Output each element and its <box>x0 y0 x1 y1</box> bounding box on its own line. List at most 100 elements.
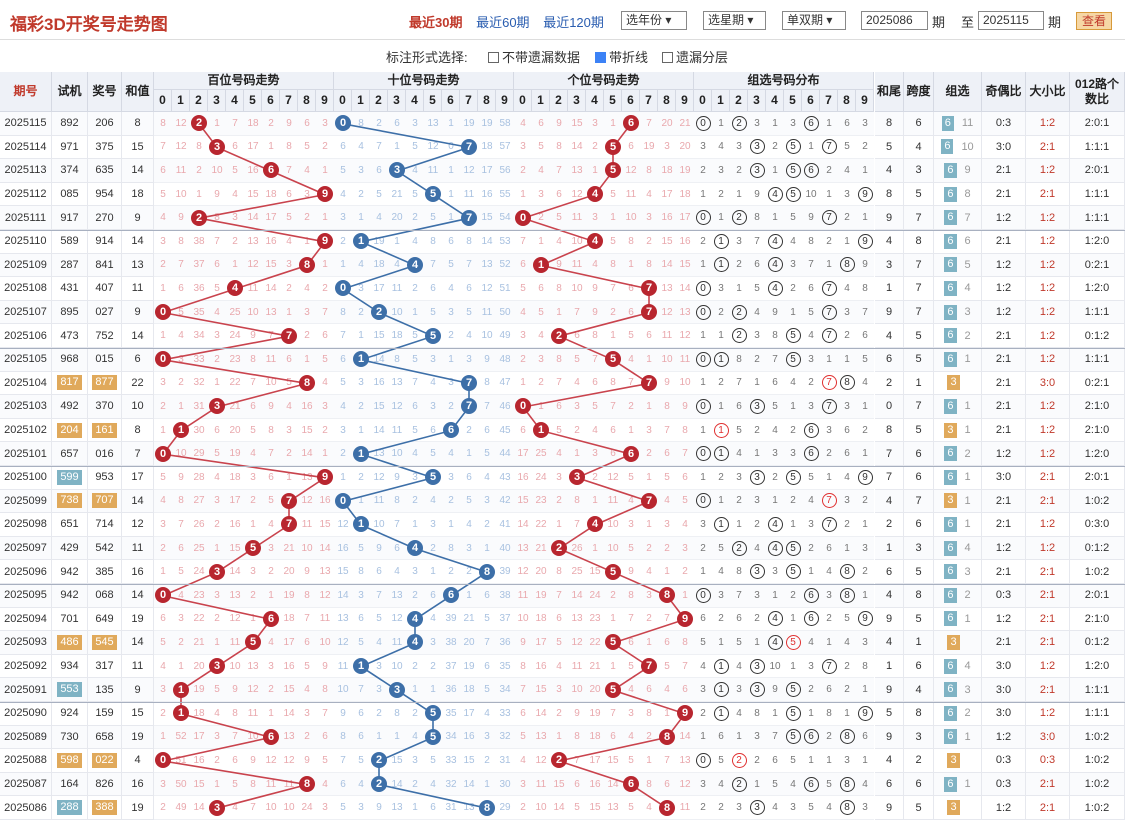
te-cell: 8 <box>352 560 370 584</box>
group-hit-ring: 0 <box>695 304 711 320</box>
group-hit-ring: 0 <box>695 210 711 226</box>
group-cell: 1 <box>730 277 748 301</box>
nav-recent-120[interactable]: 最近120期 <box>543 15 604 30</box>
group-cell: 6 <box>838 442 856 466</box>
option-missing-layer[interactable]: 遗漏分层 <box>662 47 728 66</box>
span-cell: 1 <box>904 371 934 396</box>
te-cell: 4 <box>406 725 424 750</box>
group-type-cell: 3 <box>934 796 982 820</box>
group-hit-ring: 7 <box>821 375 837 391</box>
group-cell: 5 <box>856 348 874 372</box>
te-cell: 5 <box>424 206 442 230</box>
te-cell: 14 <box>370 418 388 443</box>
te-cell: 0 <box>334 489 352 514</box>
u-cell: 16 <box>532 654 550 679</box>
te-cell: 4 <box>460 513 478 537</box>
h-cell: 9 <box>316 230 334 254</box>
group-cell: 2 <box>712 371 730 396</box>
group-hit-ring: 3 <box>749 564 765 580</box>
group-cell: 1 <box>784 395 802 419</box>
h-cell: 5 <box>262 489 280 514</box>
hit-ball: 6 <box>263 728 279 745</box>
sum-cell: 15 <box>122 135 154 160</box>
u-cell: 3 <box>658 135 676 160</box>
group-hit-ring: 9 <box>857 611 873 627</box>
te-cell: 9 <box>370 536 388 561</box>
odd-even-cell: 1:2 <box>982 442 1026 466</box>
u-cell: 5 <box>622 796 640 820</box>
u-cell: 8 <box>604 371 622 396</box>
group-cell: 3 <box>838 395 856 419</box>
group-hit-ring: 5 <box>785 705 801 721</box>
header-digit: 3 <box>568 90 586 112</box>
from-period-input[interactable]: 2025086 <box>861 11 928 30</box>
checkbox-icon[interactable] <box>488 52 499 63</box>
u-cell: 2 <box>676 560 694 584</box>
u-cell: 20 <box>532 560 550 584</box>
trial-cell: 730 <box>52 725 88 750</box>
te-cell: 7 <box>424 253 442 278</box>
road-cell: 1:0:2 <box>1070 489 1125 514</box>
h-cell: 4 <box>316 772 334 797</box>
to-unit-label: 期 <box>1048 15 1062 30</box>
group-cell: 5 <box>784 725 802 750</box>
h-cell: 1 <box>172 702 190 726</box>
te-cell: 34 <box>496 678 514 702</box>
group-cell: 7 <box>856 300 874 325</box>
group-cell: 2 <box>838 654 856 679</box>
group-cell: 1 <box>820 112 838 136</box>
nav-recent-60[interactable]: 最近60期 <box>476 15 530 30</box>
u-cell: 7 <box>622 371 640 396</box>
search-button[interactable]: 查看 <box>1076 12 1112 30</box>
hit-ball: 2 <box>371 752 387 769</box>
u-cell: 9 <box>550 112 568 136</box>
group-cell: 4 <box>748 536 766 561</box>
group-cell: 9 <box>856 607 874 632</box>
te-cell: 18 <box>370 253 388 278</box>
h-cell: 5 <box>154 631 172 655</box>
trial-cell: 817 <box>52 371 88 396</box>
year-select[interactable]: 选年份 ▾ <box>621 11 687 30</box>
checkbox-icon[interactable] <box>662 52 673 63</box>
te-cell: 6 <box>442 418 460 443</box>
h-cell: 38 <box>190 230 208 254</box>
group-cell: 1 <box>748 772 766 797</box>
option-polyline[interactable]: 带折线 <box>595 47 648 66</box>
group-cell: 3 <box>748 466 766 490</box>
te-cell: 3 <box>442 466 460 490</box>
u-cell: 3 <box>550 466 568 490</box>
header-period[interactable]: 期号 <box>0 72 52 112</box>
checkbox-checked-icon[interactable] <box>595 52 606 63</box>
weekday-select[interactable]: 选星期 ▾ <box>703 11 766 30</box>
te-cell: 3 <box>370 654 388 679</box>
te-cell: 15 <box>388 749 406 773</box>
te-cell: 2 <box>478 513 496 537</box>
h-cell: 6 <box>280 182 298 207</box>
h-cell: 8 <box>316 678 334 702</box>
h-cell: 3 <box>316 796 334 820</box>
group-hit-ring: 7 <box>821 398 837 414</box>
option-no-missing[interactable]: 不带遗漏数据 <box>488 47 580 66</box>
parity-select[interactable]: 单双期 ▾ <box>782 11 846 30</box>
nav-recent-30[interactable]: 最近30期 <box>409 15 463 30</box>
u-cell: 15 <box>568 112 586 136</box>
odd-even-cell: 2:1 <box>982 513 1026 537</box>
h-cell: 18 <box>244 112 262 136</box>
h-cell: 5 <box>244 631 262 655</box>
group-cell: 4 <box>748 300 766 325</box>
u-cell: 5 <box>532 300 550 325</box>
group-hit-ring: 4 <box>767 611 783 627</box>
to-period-input[interactable]: 2025115 <box>978 11 1044 30</box>
group-cell: 4 <box>766 607 784 632</box>
group-hit-ring: 1 <box>713 233 729 249</box>
group-cell: 10 <box>802 182 820 207</box>
group-cell: 3 <box>730 135 748 160</box>
u-cell: 5 <box>514 277 532 301</box>
group-cell: 6 <box>856 324 874 348</box>
odd-even-cell: 2:1 <box>982 159 1026 183</box>
group-type-cell: 6 11 <box>934 112 982 136</box>
trial-cell: 934 <box>52 654 88 679</box>
u-cell: 5 <box>604 348 622 372</box>
te-cell: 13 <box>478 253 496 278</box>
odd-even-cell: 2:1 <box>982 230 1026 254</box>
